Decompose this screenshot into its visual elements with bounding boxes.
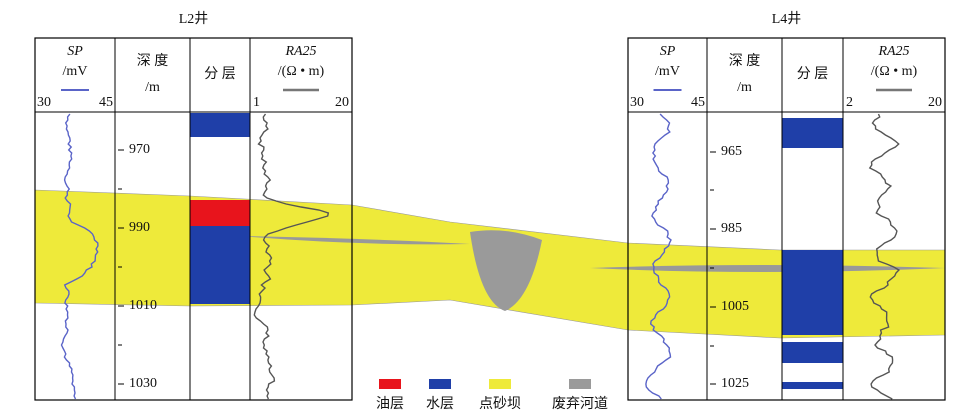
water-layer — [782, 382, 843, 389]
sp-curve — [60, 113, 99, 400]
depth-label: 1025 — [721, 376, 749, 391]
depth-title: 深 度 — [729, 53, 761, 69]
legend-label: 废弃河道 — [552, 396, 608, 412]
depth-label: 1030 — [129, 376, 157, 391]
well-name: L2井 — [179, 11, 209, 27]
sp-max: 45 — [691, 95, 705, 110]
depth-label: 985 — [721, 221, 742, 236]
sp-min: 30 — [37, 95, 51, 110]
well-frame — [627, 37, 946, 401]
sp-unit: /mV — [63, 64, 88, 79]
sp-min: 30 — [630, 95, 644, 110]
sp-unit: /mV — [655, 64, 680, 79]
ra-unit: /(Ω • m) — [278, 64, 325, 79]
well-bg — [628, 38, 945, 400]
ra-curve — [868, 113, 901, 400]
depth-unit: /m — [737, 80, 752, 95]
ra-min: 2 — [846, 95, 853, 110]
depth-label: 970 — [129, 142, 150, 157]
sp-max: 45 — [99, 95, 113, 110]
legend-label: 水层 — [426, 396, 454, 412]
layer-title: 分 层 — [204, 66, 236, 82]
water-layer — [190, 113, 250, 137]
well-frame — [34, 37, 353, 401]
water-layer — [782, 118, 843, 148]
water-layer — [190, 226, 250, 304]
oil-layer — [190, 200, 250, 226]
sp-title: SP — [660, 44, 676, 59]
depth-label: 1005 — [721, 299, 749, 314]
depth-label: 965 — [721, 144, 742, 159]
legend-label: 油层 — [376, 396, 404, 412]
sp-title: SP — [67, 44, 83, 59]
legend-swatch — [379, 379, 401, 389]
legend-label: 点砂坝 — [479, 396, 521, 412]
legend-swatch — [569, 379, 591, 389]
well-name: L4井 — [772, 11, 802, 27]
depth-label: 990 — [129, 220, 150, 235]
ra-unit: /(Ω • m) — [871, 64, 918, 79]
ra-min: 1 — [253, 95, 260, 110]
abandoned-channel — [470, 230, 542, 311]
depth-unit: /m — [145, 80, 160, 95]
depth-title: 深 度 — [137, 53, 169, 69]
ra-title: RA25 — [284, 44, 316, 59]
depth-label: 1010 — [129, 298, 157, 313]
ra-title: RA25 — [877, 44, 909, 59]
sp-curve — [645, 113, 672, 400]
ra-max: 20 — [928, 95, 942, 110]
water-layer — [782, 342, 843, 363]
legend-swatch — [489, 379, 511, 389]
mud-lens — [590, 265, 945, 272]
ra-curve — [253, 113, 330, 400]
layer-title: 分 层 — [797, 66, 829, 82]
mud-lens — [240, 236, 470, 245]
legend-swatch — [429, 379, 451, 389]
water-layer — [782, 250, 843, 335]
ra-max: 20 — [335, 95, 349, 110]
